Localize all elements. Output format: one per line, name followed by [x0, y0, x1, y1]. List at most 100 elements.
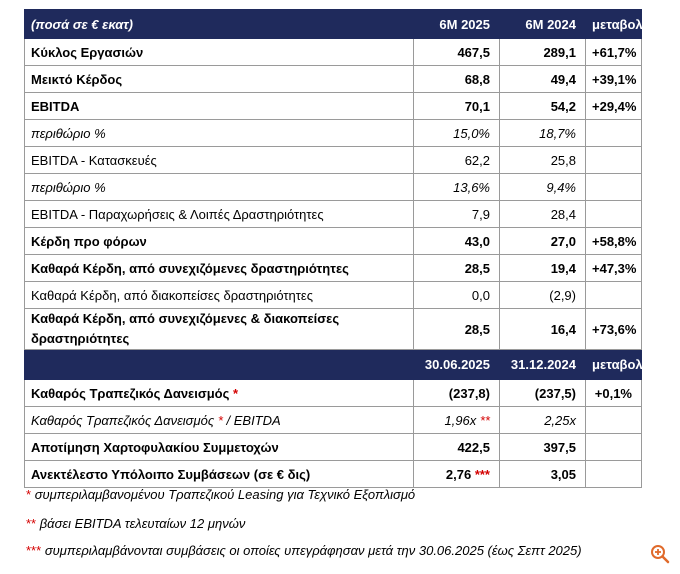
table-row: Αποτίμηση Χαρτοφυλακίου Συμμετοχών 422,5…	[24, 433, 642, 461]
header-change: μεταβολή	[585, 9, 651, 39]
row-label-text: Καθαρός Τραπεζικός Δανεισμός	[31, 412, 215, 428]
footnote-marker: ***	[474, 466, 490, 482]
row-label: EBITDA - Κατασκευές	[24, 146, 414, 174]
cell-6m-2024: 54,2	[499, 92, 586, 120]
cell-change: +39,1%	[585, 65, 642, 93]
cell-6m-2024: 25,8	[499, 146, 586, 174]
table-header: (ποσά σε € εκατ) 6Μ 2025 6Μ 2024 μεταβολ…	[24, 9, 651, 39]
cell-30-06-2025: 2,76 ***	[413, 460, 500, 488]
row-label: Κύκλος Εργασιών	[24, 38, 414, 66]
row-label: Αποτίμηση Χαρτοφυλακίου Συμμετοχών	[24, 433, 414, 461]
cell-6m-2025: 7,9	[413, 200, 500, 228]
cell-6m-2025: 0,0	[413, 281, 500, 309]
footnote-marker: *	[233, 385, 239, 401]
table-row: Καθαρός Τραπεζικός Δανεισμός * (237,8) (…	[24, 379, 642, 407]
cell-change: +58,8%	[585, 227, 642, 255]
cell-change	[585, 433, 642, 461]
table-row: Κέρδη προ φόρων 43,0 27,0 +58,8%	[24, 227, 642, 255]
row-label: Καθαρά Κέρδη, από συνεχιζόμενες & διακοπ…	[24, 308, 414, 350]
cell-6m-2025: 15,0%	[413, 119, 500, 147]
table-row: Κύκλος Εργασιών 467,5 289,1 +61,7%	[24, 38, 642, 66]
footnote-marker: ***	[26, 543, 42, 558]
cell-6m-2025: 68,8	[413, 65, 500, 93]
cell-6m-2024: (2,9)	[499, 281, 586, 309]
table-row: EBITDA - Παραχωρήσεις & Λοιπές Δραστηριό…	[24, 200, 642, 228]
cell-6m-2024: 28,4	[499, 200, 586, 228]
zoom-in-icon[interactable]	[650, 544, 670, 564]
header-change: μεταβολή	[585, 349, 651, 380]
cell-6m-2024: 19,4	[499, 254, 586, 282]
row-label: Καθαρά Κέρδη, από διακοπείσες δραστηριότ…	[24, 281, 414, 309]
cell-change: +0,1%	[585, 379, 642, 407]
row-label: Καθαρός Τραπεζικός Δανεισμός *	[24, 379, 414, 407]
table-row: EBITDA 70,1 54,2 +29,4%	[24, 92, 642, 120]
header-blank	[24, 349, 414, 380]
table-row: Καθαρά Κέρδη, από συνεχιζόμενες & διακοπ…	[24, 308, 642, 350]
cell-value: 1,96x	[444, 412, 477, 428]
row-label: Μεικτό Κέρδος	[24, 65, 414, 93]
footnote-marker: **	[479, 412, 490, 428]
row-label: EBITDA - Παραχωρήσεις & Λοιπές Δραστηριό…	[24, 200, 414, 228]
footnote-3: *** συμπεριλαμβάνονται συμβάσεις οι οποί…	[26, 543, 582, 558]
row-label: Καθαρά Κέρδη, από συνεχιζόμενες δραστηρι…	[24, 254, 414, 282]
footnote-text: βάσει EBITDA τελευταίων 12 μηνών	[39, 516, 246, 531]
row-label: EBITDA	[24, 92, 414, 120]
cell-value: 2,76	[445, 466, 472, 482]
cell-6m-2025: 467,5	[413, 38, 500, 66]
cell-6m-2024: 49,4	[499, 65, 586, 93]
cell-6m-2024: 289,1	[499, 38, 586, 66]
row-label-suffix: / EBITDA	[226, 412, 281, 428]
footnote-2: ** βάσει EBITDA τελευταίων 12 μηνών	[26, 516, 245, 531]
table-row: EBITDA - Κατασκευές 62,2 25,8	[24, 146, 642, 174]
cell-change: +61,7%	[585, 38, 642, 66]
cell-change	[585, 146, 642, 174]
cell-6m-2024: 18,7%	[499, 119, 586, 147]
row-label-text: Καθαρός Τραπεζικός Δανεισμός	[31, 385, 230, 401]
table-row: Μεικτό Κέρδος 68,8 49,4 +39,1%	[24, 65, 642, 93]
row-label: Κέρδη προ φόρων	[24, 227, 414, 255]
cell-31-12-2024: 397,5	[499, 433, 586, 461]
cell-change: +73,6%	[585, 308, 642, 350]
cell-30-06-2025: (237,8)	[413, 379, 500, 407]
header-units-label: (ποσά σε € εκατ)	[24, 9, 414, 39]
cell-6m-2025: 43,0	[413, 227, 500, 255]
footnote-text: συμπεριλαμβανομένου Τραπεζικού Leasing γ…	[34, 487, 416, 502]
cell-6m-2024: 27,0	[499, 227, 586, 255]
cell-31-12-2024: 2,25x	[499, 406, 586, 434]
table-row: περιθώριο % 15,0% 18,7%	[24, 119, 642, 147]
cell-change	[585, 173, 642, 201]
footnote-marker: *	[26, 487, 32, 502]
cell-change: +47,3%	[585, 254, 642, 282]
cell-6m-2025: 70,1	[413, 92, 500, 120]
table-row: Καθαρά Κέρδη, από συνεχιζόμενες δραστηρι…	[24, 254, 642, 282]
footnote-marker: *	[217, 412, 223, 428]
footnote-text: συμπεριλαμβάνονται συμβάσεις οι οποίες υ…	[44, 543, 582, 558]
cell-31-12-2024: (237,5)	[499, 379, 586, 407]
cell-change	[585, 200, 642, 228]
table-row: περιθώριο % 13,6% 9,4%	[24, 173, 642, 201]
row-label: περιθώριο %	[24, 173, 414, 201]
balance-header: 30.06.2025 31.12.2024 μεταβολή	[24, 349, 651, 380]
cell-change	[585, 281, 642, 309]
cell-6m-2025: 28,5	[413, 308, 500, 350]
cell-change: +29,4%	[585, 92, 642, 120]
cell-6m-2025: 13,6%	[413, 173, 500, 201]
header-6m-2025: 6Μ 2025	[413, 9, 500, 39]
row-label: Καθαρός Τραπεζικός Δανεισμός * / EBITDA	[24, 406, 414, 434]
cell-6m-2024: 16,4	[499, 308, 586, 350]
cell-6m-2025: 28,5	[413, 254, 500, 282]
cell-6m-2025: 62,2	[413, 146, 500, 174]
table-row: Καθαρός Τραπεζικός Δανεισμός * / EBITDA …	[24, 406, 642, 434]
header-6m-2024: 6Μ 2024	[499, 9, 586, 39]
financial-table: (ποσά σε € εκατ) 6Μ 2025 6Μ 2024 μεταβολ…	[24, 9, 651, 488]
footnote-1: * συμπεριλαμβανομένου Τραπεζικού Leasing…	[26, 487, 415, 502]
table-row: Ανεκτέλεστο Υπόλοιπο Συμβάσεων (σε € δις…	[24, 460, 642, 488]
cell-change	[585, 119, 642, 147]
footnote-marker: **	[26, 516, 37, 531]
cell-change	[585, 460, 642, 488]
header-31-12-2024: 31.12.2024	[499, 349, 586, 380]
row-label: Ανεκτέλεστο Υπόλοιπο Συμβάσεων (σε € δις…	[24, 460, 414, 488]
cell-change	[585, 406, 642, 434]
cell-30-06-2025: 1,96x **	[413, 406, 500, 434]
cell-31-12-2024: 3,05	[499, 460, 586, 488]
